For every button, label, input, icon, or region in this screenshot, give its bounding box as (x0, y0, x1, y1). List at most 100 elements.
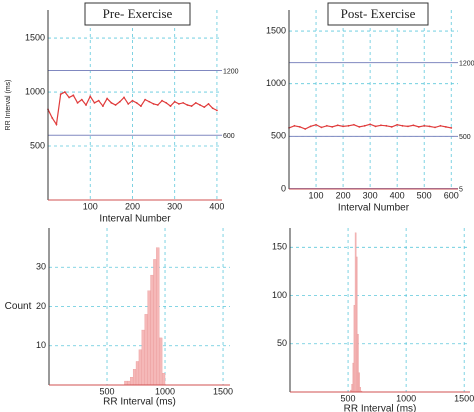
data-point (401, 124, 404, 127)
x-axis-label: RR Interval (ms) (103, 397, 176, 408)
data-point (293, 124, 296, 127)
x-tick-label: 1000 (155, 386, 175, 396)
data-point (194, 101, 197, 104)
data-point (118, 100, 121, 103)
data-point (315, 123, 317, 126)
data-point (127, 103, 130, 105)
title-box (84, 2, 191, 26)
x-axis-label: RR Interval (ms) (344, 404, 417, 412)
x-axis-label: Interval Number (99, 214, 171, 225)
histogram-bar (135, 361, 140, 386)
data-point (207, 103, 210, 105)
data-point (93, 101, 96, 104)
data-point (407, 125, 409, 128)
data-point (178, 103, 180, 105)
histogram-bar (150, 274, 154, 386)
y-tick-label: 500 (271, 131, 286, 141)
histogram-bar (352, 362, 355, 393)
data-point (106, 97, 109, 100)
data-point (55, 123, 58, 126)
data-point (169, 105, 172, 107)
x-tick-label: 500 (99, 386, 114, 396)
data-point (156, 104, 159, 106)
data-point (199, 104, 201, 106)
data-point (85, 104, 87, 106)
histogram-bar (138, 349, 142, 386)
data-point (131, 99, 134, 102)
y-tick-label: 150 (272, 242, 287, 252)
x-tick-label: 100 (309, 190, 324, 200)
data-point (374, 125, 377, 128)
histogram-bar (351, 384, 353, 393)
data-point (63, 91, 66, 93)
data-point (161, 99, 163, 102)
histogram-bar (147, 290, 151, 386)
data-point (417, 125, 420, 128)
data-point (325, 124, 328, 127)
data-point (72, 94, 75, 97)
reference-label: 600 (223, 133, 235, 140)
y-tick-label: 100 (272, 290, 287, 300)
y-tick-label: 0 (281, 183, 286, 193)
data-point (369, 123, 372, 126)
data-point (89, 95, 92, 98)
y-tick-label: 10 (36, 340, 46, 350)
histogram-bar (357, 333, 359, 393)
x-tick-label: 1000 (396, 393, 416, 403)
x-tick-label: 200 (336, 190, 351, 200)
y-tick-label: 1500 (25, 32, 45, 42)
data-point (444, 125, 447, 128)
data-point (450, 127, 453, 129)
data-point (135, 101, 138, 104)
y-tick-label: 1000 (25, 86, 45, 96)
histogram-bar (156, 247, 160, 386)
data-point (110, 101, 113, 104)
histogram-bar (161, 373, 166, 386)
data-point (123, 96, 125, 99)
data-point (216, 109, 218, 112)
histogram-bar (359, 387, 361, 393)
data-point (203, 106, 206, 109)
data-point (428, 125, 431, 128)
data-point (342, 125, 344, 128)
data-point (439, 124, 442, 127)
data-point (80, 98, 83, 101)
data-point (144, 98, 147, 101)
histogram-bar (124, 380, 128, 386)
data-point (412, 124, 415, 127)
histogram-bar (354, 232, 357, 393)
data-point (165, 101, 168, 104)
data-point (336, 124, 339, 127)
x-tick-label: 500 (341, 393, 356, 403)
y-axis-label: RR Interval (ms) (5, 80, 12, 131)
y-axis-label: Count (5, 301, 32, 312)
histogram-bar (144, 314, 148, 386)
data-point (148, 100, 151, 103)
data-point (358, 125, 361, 128)
data-point (363, 124, 366, 127)
x-tick-label: 300 (363, 190, 378, 200)
x-tick-label: 400 (390, 190, 405, 200)
histogram-bar (132, 369, 137, 386)
histogram-bar (159, 337, 163, 386)
histogram-bar (130, 376, 134, 386)
reference-label: 500 (459, 134, 471, 141)
data-point (140, 105, 142, 107)
data-point (390, 125, 393, 128)
reference-label: 1200 (459, 60, 474, 67)
data-point (320, 126, 323, 129)
histogram-bar (141, 329, 145, 386)
y-tick-label: 500 (30, 140, 45, 150)
histogram-bar (358, 372, 360, 393)
data-point (211, 107, 214, 110)
data-point (76, 101, 79, 104)
chart-title: Pre- Exercise (103, 6, 173, 21)
data-point (304, 128, 307, 130)
data-point (347, 124, 350, 127)
histogram-bar (127, 380, 131, 386)
histogram-bar (353, 305, 356, 393)
data-point (423, 124, 426, 127)
data-point (59, 93, 62, 96)
x-axis-label: Interval Number (338, 203, 410, 214)
y-tick-label: 1000 (266, 78, 286, 88)
